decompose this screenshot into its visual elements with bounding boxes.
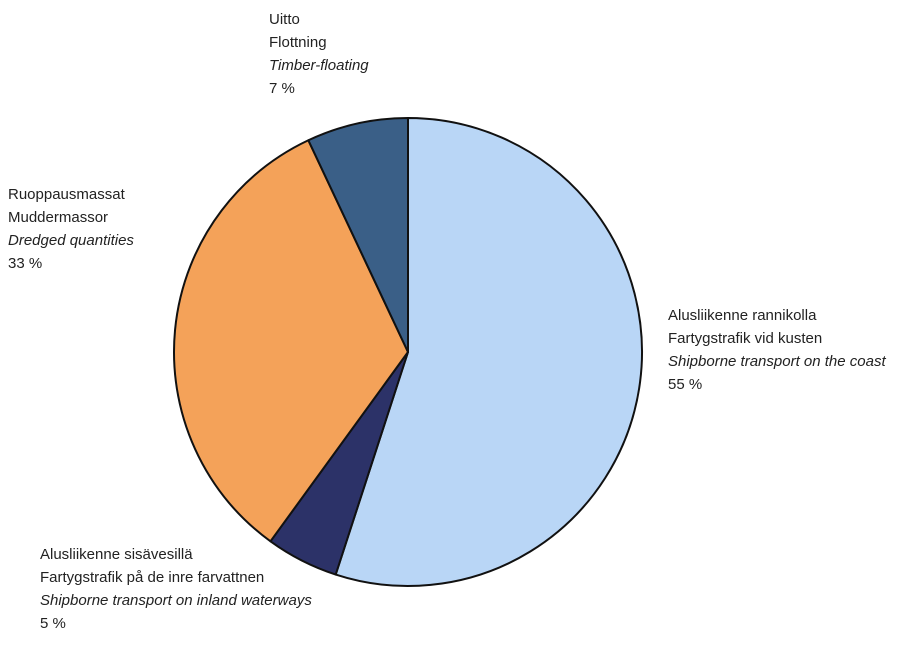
label-swedish: Fartygstrafik vid kusten xyxy=(668,330,823,347)
pie-slice-dredged-quantities xyxy=(173,139,409,543)
label-finnish: Ruoppausmassat xyxy=(8,186,125,203)
label-percent: 33 % xyxy=(8,255,43,272)
label-swedish: Flottning xyxy=(269,34,327,51)
slice-label-timber-floating: Uitto Flottning Timber-floating 7 % xyxy=(269,8,369,100)
pie-slice-coast-transport xyxy=(334,117,643,587)
label-english: Shipborne transport on inland waterways xyxy=(40,592,312,609)
label-finnish: Alusliikenne rannikolla xyxy=(668,307,817,324)
pie-slices xyxy=(173,117,643,587)
slice-label-coast-transport: Alusliikenne rannikolla Fartygstrafik vi… xyxy=(668,304,886,396)
slice-label-inland-transport: Alusliikenne sisävesillä Fartygstrafik p… xyxy=(40,543,312,635)
label-finnish: Uitto xyxy=(269,11,300,28)
slice-label-dredged-quantities: Ruoppausmassat Muddermassor Dredged quan… xyxy=(8,183,134,275)
label-finnish: Alusliikenne sisävesillä xyxy=(40,546,193,563)
label-english: Shipborne transport on the coast xyxy=(668,353,886,370)
label-english: Timber-floating xyxy=(269,57,369,74)
label-percent: 55 % xyxy=(668,376,703,393)
label-swedish: Muddermassor xyxy=(8,209,109,226)
label-percent: 7 % xyxy=(269,80,295,97)
label-percent: 5 % xyxy=(40,615,66,632)
label-swedish: Fartygstrafik på de inre farvattnen xyxy=(40,569,265,586)
pie-slice-timber-floating xyxy=(307,117,409,353)
label-english: Dredged quantities xyxy=(8,232,134,249)
